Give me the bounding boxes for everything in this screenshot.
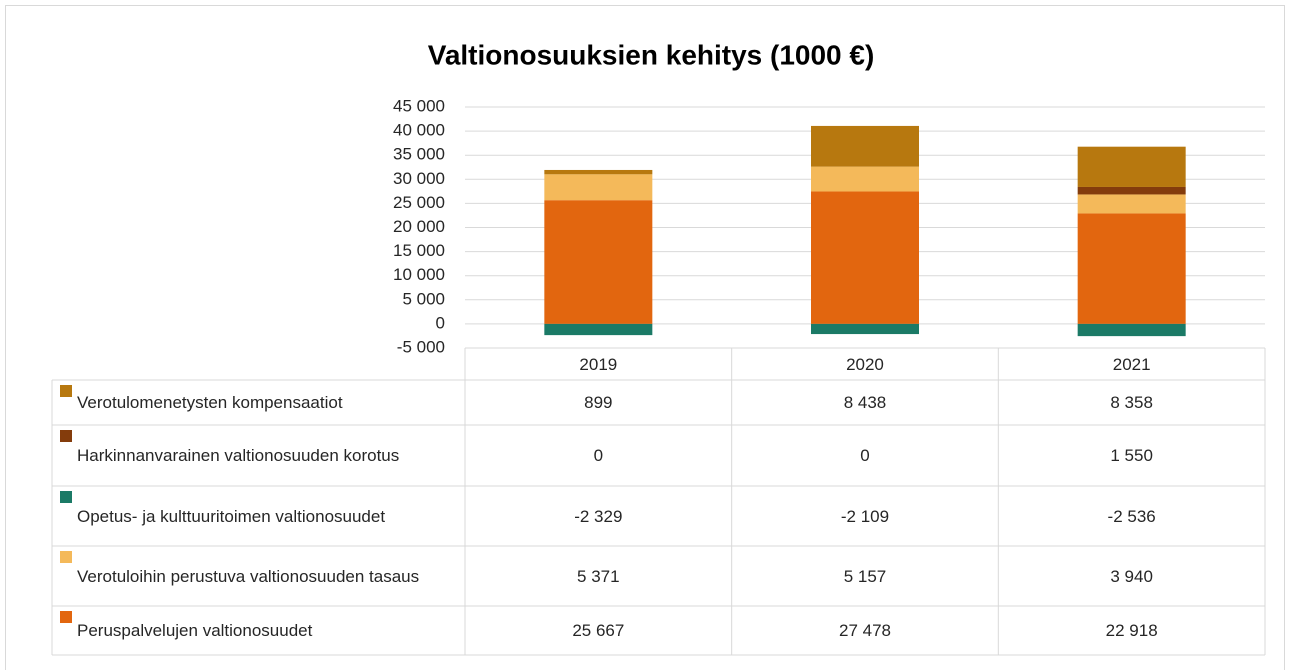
data-label: 5 157 — [843, 566, 887, 586]
data-label: 3 940 — [1110, 566, 1153, 586]
bar-segment — [811, 125, 919, 167]
chart-frame — [5, 5, 1285, 670]
data-label: -2 329 — [574, 506, 623, 526]
y-tick-label: 45 000 — [393, 96, 445, 115]
bar-segment — [1077, 146, 1186, 187]
bar-segment — [1077, 194, 1186, 214]
bar-segment — [811, 191, 919, 324]
bar-segment — [544, 200, 653, 324]
y-tick-label: 0 — [436, 313, 445, 332]
data-label: -2 109 — [840, 506, 890, 526]
legend-label: Verotuloihin perustuva valtionosuuden ta… — [77, 566, 420, 586]
bar-segment — [544, 174, 653, 201]
legend-entry: Harkinnanvarainen valtionosuuden korotus — [60, 425, 461, 486]
data-label: 27 478 — [838, 621, 891, 640]
y-tick-label: 5 000 — [402, 289, 445, 308]
y-tick-label: 25 000 — [393, 193, 445, 212]
legend-label: Verotulomenetysten kompensaatiot — [77, 393, 343, 412]
y-tick-label: -5 000 — [397, 337, 445, 356]
data-label: -2 536 — [1107, 506, 1156, 526]
legend-label: Harkinnanvarainen valtionosuuden korotus — [77, 446, 400, 465]
bar-segment — [811, 166, 919, 192]
y-tick-label: 30 000 — [393, 169, 445, 188]
bar-segment — [1077, 213, 1186, 324]
data-label: 22 918 — [1105, 621, 1158, 640]
legend-entry: Peruspalvelujen valtionosuudet — [60, 606, 461, 655]
y-tick-label: 15 000 — [393, 241, 445, 260]
table-header: 2019 — [579, 354, 618, 374]
legend-entry: Opetus- ja kulttuuritoimen valtionosuude… — [60, 486, 461, 546]
bar-segment — [1077, 323, 1186, 337]
legend-label: Peruspalvelujen valtionosuudet — [77, 621, 313, 640]
data-label: 1 550 — [1110, 446, 1153, 465]
data-label: 899 — [584, 393, 613, 412]
data-label: 0 — [593, 446, 604, 465]
table-header: 2020 — [846, 354, 884, 374]
table-header: 2021 — [1112, 354, 1151, 374]
data-label: 0 — [860, 446, 870, 465]
data-label: 25 667 — [572, 621, 625, 640]
legend-swatch — [60, 611, 72, 623]
legend-entry: Verotuloihin perustuva valtionosuuden ta… — [60, 546, 461, 606]
legend-swatch — [60, 491, 72, 503]
y-tick-label: 40 000 — [393, 121, 445, 140]
legend-entry: Verotulomenetysten kompensaatiot — [60, 380, 461, 425]
chart-title: Valtionosuuksien kehitys (1000 €) — [428, 39, 875, 70]
y-tick-label: 35 000 — [393, 145, 445, 164]
bar-segment — [544, 169, 653, 175]
legend-label: Opetus- ja kulttuuritoimen valtionosuude… — [77, 506, 386, 526]
y-tick-label: 20 000 — [393, 217, 445, 236]
legend-swatch — [60, 551, 72, 563]
bar-segment — [544, 323, 653, 336]
data-label: 5 371 — [577, 566, 620, 586]
legend-swatch — [60, 430, 72, 442]
legend-swatch — [60, 385, 72, 397]
data-label: 8 358 — [1110, 393, 1153, 412]
bar-segment — [1077, 186, 1186, 195]
data-label: 8 438 — [843, 393, 887, 412]
y-tick-label: 10 000 — [393, 265, 445, 284]
bar-segment — [811, 323, 919, 335]
